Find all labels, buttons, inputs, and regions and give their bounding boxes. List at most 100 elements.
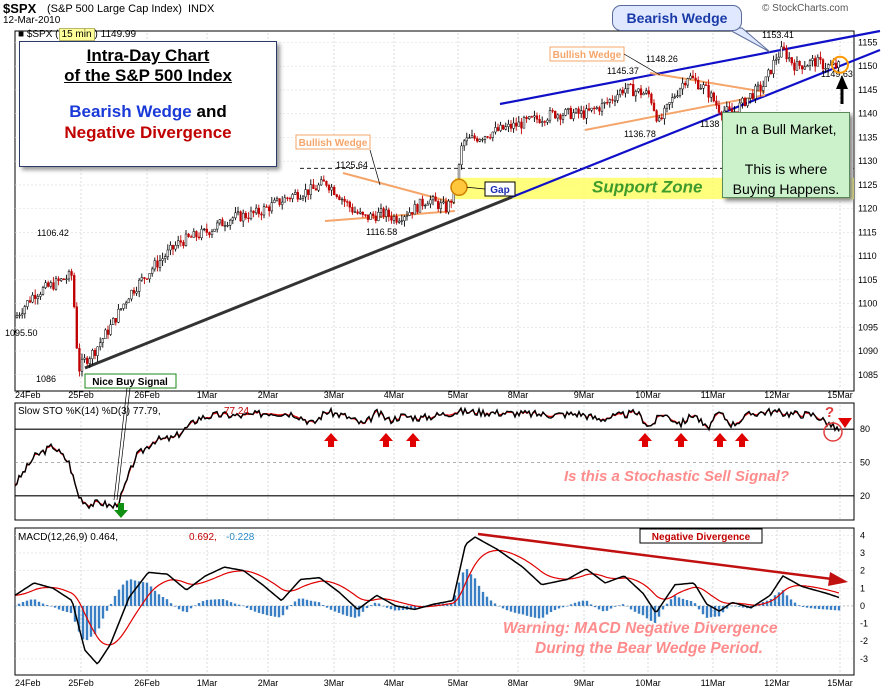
- price-candle-body: [366, 214, 370, 220]
- price-candle-body: [281, 201, 284, 205]
- macd-histogram-bar: [561, 605, 565, 608]
- sell-arrow-icon: [379, 433, 393, 447]
- price-candle-body: [179, 240, 182, 243]
- price-candle-body: [816, 56, 819, 67]
- price-candle-body: [426, 203, 429, 206]
- price-candle-body: [312, 184, 315, 190]
- price-candle-body: [41, 287, 45, 295]
- price-candle-body: [395, 216, 398, 223]
- price-candle-body: [600, 103, 604, 112]
- price-candle-body: [398, 220, 401, 223]
- price-candle-body: [405, 215, 409, 217]
- price-candle-body: [460, 145, 463, 165]
- date-tick-label: 15Mar: [827, 678, 853, 688]
- gap-circle-icon: [450, 178, 468, 197]
- price-candle-body: [834, 62, 838, 68]
- price-candle-body: [343, 198, 346, 202]
- price-candle-body: [424, 204, 427, 207]
- price-candle-body: [70, 271, 73, 276]
- price-candle-body: [751, 93, 754, 99]
- price-label: 1136.78: [624, 129, 656, 139]
- macd-histogram-bar: [633, 605, 637, 612]
- price-candle-body: [678, 88, 682, 96]
- price-candle-body: [301, 196, 305, 199]
- price-candle-body: [260, 213, 263, 216]
- macd-histogram-bar: [589, 604, 593, 606]
- macd-histogram-bar: [781, 590, 785, 606]
- price-candle-body: [268, 206, 271, 212]
- macd-histogram-bar: [93, 605, 97, 635]
- macd-histogram-bar: [249, 605, 253, 610]
- macd-histogram-bar: [173, 605, 177, 607]
- price-candle-body: [156, 260, 159, 268]
- price-candle-body: [538, 118, 541, 123]
- price-candle-body: [143, 277, 146, 279]
- macd-histogram-bar: [185, 605, 189, 613]
- price-candle-body: [299, 198, 302, 200]
- price-candle-body: [504, 126, 507, 130]
- macd-histogram-bar: [573, 602, 577, 606]
- price-candle-body: [382, 208, 385, 217]
- price-candle-body: [286, 197, 289, 199]
- price-candle-body: [62, 278, 65, 281]
- macd-histogram-bar: [777, 592, 781, 606]
- macd-histogram-bar: [653, 605, 657, 623]
- price-candle-body: [777, 56, 780, 60]
- price-candle-body: [694, 77, 697, 81]
- macd-histogram-bar: [785, 595, 789, 606]
- price-candle-body: [104, 329, 107, 339]
- price-label: 1095.50: [5, 328, 38, 338]
- macd-tick-label: 1: [860, 583, 865, 593]
- macd-histogram-bar: [209, 599, 213, 606]
- price-candle-body: [616, 94, 619, 101]
- macd-histogram-bar: [161, 596, 165, 606]
- price-candle-body: [548, 110, 552, 121]
- price-candle-body: [325, 181, 328, 186]
- source: © StockCharts.com: [762, 3, 849, 14]
- price-candle-body: [291, 194, 294, 199]
- price-candle-body: [658, 117, 661, 122]
- macd-histogram-bar: [805, 605, 809, 608]
- macd-histogram-bar: [277, 605, 281, 618]
- sell-arrow-icon: [713, 433, 727, 447]
- price-candle-body: [54, 278, 58, 290]
- macd-histogram-bar: [273, 605, 277, 617]
- price-candle-body: [262, 206, 266, 216]
- price-candle-body: [556, 114, 559, 119]
- macd-tick-label: 3: [860, 548, 865, 558]
- price-candle-body: [580, 110, 583, 114]
- price-candle-body: [710, 92, 713, 98]
- title-box: Intra-Day Chart of the S&P 500 Index Bea…: [19, 41, 277, 167]
- price-label: 1106.42: [37, 228, 69, 238]
- price-candle-body: [645, 90, 648, 94]
- macd-histogram-bar: [513, 605, 517, 613]
- price-candle-body: [613, 100, 617, 102]
- price-candle-body: [533, 115, 536, 118]
- price-candle-body: [574, 108, 578, 114]
- macd-histogram-bar: [309, 600, 313, 606]
- macd-histogram-bar: [701, 605, 705, 615]
- macd-histogram-bar: [821, 605, 825, 610]
- title-bearish-wedge: Bearish Wedge: [69, 102, 192, 121]
- macd-histogram-bar: [105, 605, 109, 611]
- macd-histogram-bar: [109, 603, 113, 606]
- macd-histogram-bar: [361, 605, 365, 612]
- macd-histogram-bar: [265, 605, 269, 616]
- price-candle-body: [704, 84, 708, 86]
- price-candle-body: [673, 96, 676, 98]
- price-candle-body: [99, 342, 102, 348]
- price-candle-body: [496, 127, 500, 131]
- price-candle-body: [522, 117, 526, 129]
- price-candle-body: [195, 231, 198, 238]
- macd-histogram-bar: [285, 605, 289, 610]
- price-candle-body: [158, 260, 162, 268]
- macd-histogram-bar: [833, 605, 837, 611]
- price-candle-body: [34, 294, 37, 299]
- macd-histogram-bar: [101, 605, 105, 619]
- macd-histogram-bar: [705, 605, 709, 618]
- macd-histogram-bar: [553, 605, 557, 611]
- price-candle-body: [177, 240, 180, 246]
- price-tick-label: 1150: [858, 61, 877, 71]
- macd-histogram-bar: [661, 605, 665, 610]
- macd-histogram-bar: [157, 594, 161, 606]
